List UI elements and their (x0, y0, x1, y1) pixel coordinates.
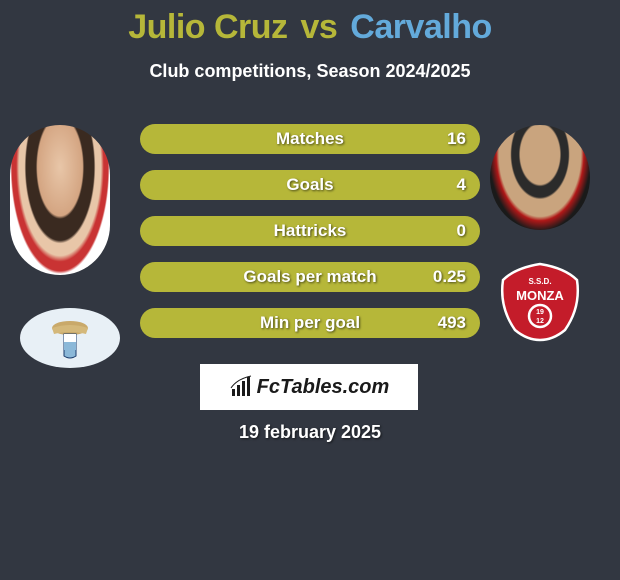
stat-label: Goals per match (140, 267, 480, 287)
stat-label: Matches (140, 129, 480, 149)
svg-text:19: 19 (536, 309, 544, 316)
player2-name: Carvalho (350, 8, 492, 46)
eagle-crest-icon (46, 314, 94, 362)
vs-text: vs (301, 8, 338, 46)
player1-name: Julio Cruz (128, 8, 287, 46)
player2-club-crest: S.S.D. MONZA 19 12 (490, 262, 590, 342)
svg-text:MONZA: MONZA (516, 288, 564, 303)
stat-value: 0 (457, 221, 466, 241)
branding-logo[interactable]: FcTables.com (200, 364, 418, 410)
stats-column: Matches 16 Goals 4 Hattricks 0 Goals per… (140, 124, 480, 354)
player1-avatar (10, 125, 110, 275)
stat-value: 0.25 (433, 267, 466, 287)
stat-row-min-per-goal: Min per goal 493 (140, 308, 480, 338)
stat-row-goals: Goals 4 (140, 170, 480, 200)
comparison-title: Julio Cruz vs Carvalho (0, 0, 620, 47)
svg-text:S.S.D.: S.S.D. (528, 277, 551, 286)
branding-text: FcTables.com (257, 376, 390, 399)
stat-row-hattricks: Hattricks 0 (140, 216, 480, 246)
comparison-date: 19 february 2025 (0, 422, 620, 443)
stat-label: Goals (140, 175, 480, 195)
stat-value: 493 (438, 313, 466, 333)
stat-label: Min per goal (140, 313, 480, 333)
stat-value: 4 (457, 175, 466, 195)
player1-club-crest (20, 308, 120, 368)
player2-avatar (490, 125, 590, 230)
monza-crest-icon: S.S.D. MONZA 19 12 (495, 262, 585, 342)
stat-row-goals-per-match: Goals per match 0.25 (140, 262, 480, 292)
stat-label: Hattricks (140, 221, 480, 241)
svg-text:12: 12 (536, 318, 544, 325)
bars-icon (229, 375, 253, 399)
stat-value: 16 (447, 129, 466, 149)
season-subtitle: Club competitions, Season 2024/2025 (0, 61, 620, 82)
stat-row-matches: Matches 16 (140, 124, 480, 154)
